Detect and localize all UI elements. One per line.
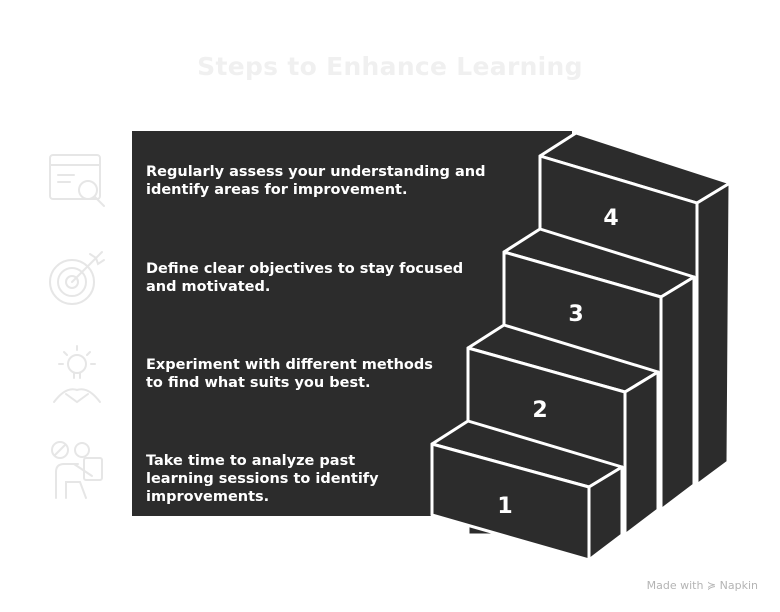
step-4-text: Regularly assess your understanding and … bbox=[146, 164, 486, 198]
step-3-text: Define clear objectives to stay focused … bbox=[146, 261, 464, 295]
napkin-watermark: Made with ≽ Napkin bbox=[646, 579, 758, 592]
step-1-text: Take time to analyze past learning sessi… bbox=[146, 453, 379, 505]
step-2-number: 2 bbox=[532, 398, 547, 423]
step-1-block bbox=[430, 419, 624, 562]
lightbulb-idea-icon bbox=[53, 345, 101, 404]
step-3-number: 3 bbox=[568, 302, 583, 327]
page-title: Steps to Enhance Learning bbox=[197, 52, 583, 81]
target-arrow-icon bbox=[49, 251, 105, 305]
step-2-text: Experiment with different methods to fin… bbox=[146, 357, 433, 391]
step-1-number: 1 bbox=[497, 494, 512, 519]
assessment-magnifier-icon bbox=[49, 154, 105, 207]
person-reflect-icon bbox=[51, 441, 103, 499]
step-4-number: 4 bbox=[603, 206, 618, 231]
